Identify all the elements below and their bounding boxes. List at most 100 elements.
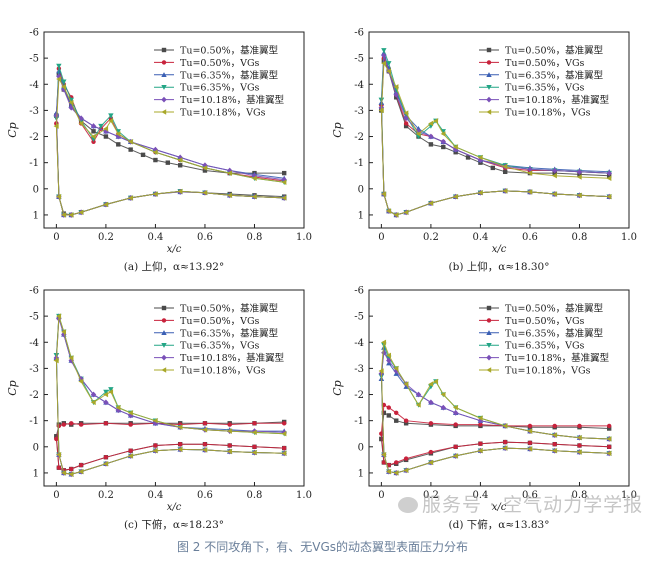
y-axis-label: Cp — [6, 122, 19, 137]
data-point — [78, 468, 84, 475]
legend-marker — [486, 305, 492, 311]
panel-caption: (d) 下俯，α≈13.83° — [449, 518, 550, 531]
series-line-lower — [55, 438, 285, 471]
data-point — [415, 131, 421, 137]
data-point — [103, 125, 109, 132]
watermark: 服务号 · 空气动力学学报 — [398, 490, 643, 517]
data-point — [576, 174, 582, 180]
legend-label: Tu=6.35%，VGs — [505, 341, 585, 352]
data-point — [202, 421, 208, 426]
data-point — [56, 423, 62, 429]
data-point — [108, 113, 114, 119]
data-point — [69, 421, 74, 426]
data-point — [152, 191, 158, 197]
x-tick-label: 0.4 — [147, 490, 163, 501]
y-tick-label: -6 — [354, 28, 364, 39]
data-point — [386, 405, 392, 410]
data-point — [68, 212, 74, 218]
series-2 — [54, 421, 287, 473]
data-point — [61, 329, 67, 335]
data-point — [440, 131, 446, 137]
data-point — [68, 355, 74, 361]
data-point — [115, 404, 121, 411]
panel-caption: (c) 下俯，α≈18.23° — [124, 518, 224, 531]
data-point — [115, 133, 121, 140]
data-point — [251, 429, 257, 436]
data-point — [53, 123, 59, 129]
data-point — [403, 209, 409, 216]
data-point — [56, 451, 62, 458]
data-point — [453, 422, 458, 427]
data-point — [90, 399, 96, 406]
data-point — [415, 391, 422, 398]
x-tick-label: 0.6 — [197, 490, 213, 501]
x-axis-label: x/c — [167, 244, 182, 255]
data-point — [386, 352, 392, 359]
data-point — [381, 52, 387, 59]
y-tick-label: -5 — [29, 54, 39, 65]
data-point — [527, 446, 533, 452]
figure: -6 -5 -4 -3 -2 -1 0 1 0 0.2 0.4 0.6 0.8 1.0 x/c Cp Tu=0.… — [6, 28, 637, 532]
series-line-lower — [55, 360, 285, 475]
data-point — [502, 445, 508, 451]
data-point — [54, 436, 59, 442]
data-point — [381, 460, 387, 465]
legend-label: Tu=10.18%，VGs — [180, 108, 266, 119]
legend-label: Tu=6.35%，基准翼型 — [180, 69, 279, 81]
x-axis-label: x/c — [492, 502, 507, 513]
data-point — [403, 115, 409, 122]
x-tick-label: 1.0 — [621, 232, 637, 243]
data-point — [227, 443, 232, 448]
data-point — [393, 84, 399, 90]
data-point — [576, 168, 583, 175]
data-point — [69, 466, 74, 472]
data-point — [115, 131, 121, 137]
data-point — [90, 133, 96, 140]
data-point — [478, 422, 483, 427]
data-point — [428, 120, 434, 127]
data-point — [428, 399, 434, 406]
x-tick-label: 0.2 — [423, 232, 439, 243]
x-tick-label: 0.8 — [572, 232, 588, 243]
data-point — [252, 444, 257, 449]
y-tick-label: -5 — [354, 54, 364, 65]
data-point — [552, 167, 558, 174]
legend-label: Tu=6.35%，基准翼型 — [505, 69, 604, 81]
x-axis-label: x/c — [167, 502, 182, 513]
data-point — [128, 147, 133, 152]
data-point — [140, 152, 146, 158]
data-point — [127, 453, 133, 459]
data-point — [478, 441, 483, 446]
data-point — [606, 450, 612, 457]
data-point — [202, 447, 208, 453]
wechat-icon — [398, 497, 418, 513]
legend-label: Tu=10.18%，基准翼型 — [180, 94, 285, 106]
x-tick-label: 1.0 — [296, 232, 312, 243]
x-tick-label: 0 — [53, 490, 59, 501]
y-tick-label: 1 — [358, 210, 364, 221]
data-point — [576, 192, 582, 199]
series-line-lower — [55, 436, 285, 471]
x-tick-label: 0.4 — [472, 490, 488, 501]
y-tick-label: -2 — [29, 132, 39, 143]
data-point — [78, 378, 84, 385]
data-point — [381, 451, 387, 458]
data-point — [441, 144, 446, 150]
data-point — [103, 391, 109, 398]
data-point — [177, 188, 183, 195]
data-point — [56, 63, 62, 69]
legend-label: Tu=0.50%，VGs — [505, 316, 585, 327]
data-point — [103, 134, 109, 139]
x-tick-label: 0.8 — [572, 490, 588, 501]
legend-marker — [486, 47, 492, 53]
data-point — [606, 175, 612, 182]
legend-label: Tu=0.50%，VGs — [180, 58, 260, 69]
data-point — [281, 450, 287, 457]
data-point — [108, 389, 114, 395]
data-point — [281, 195, 287, 201]
legend-label: Tu=0.50%，基准翼型 — [505, 45, 604, 57]
data-point — [90, 391, 97, 398]
data-point — [452, 146, 459, 153]
x-tick-label: 0.2 — [98, 232, 114, 243]
legend-marker — [161, 47, 167, 53]
